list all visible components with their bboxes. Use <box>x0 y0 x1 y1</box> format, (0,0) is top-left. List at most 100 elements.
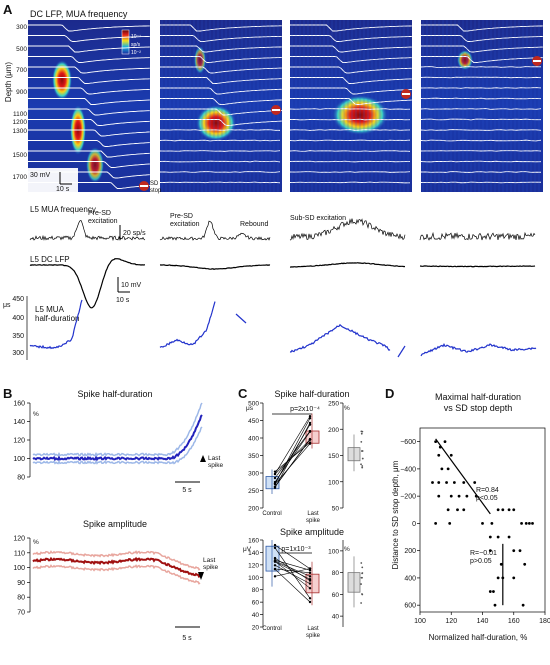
lfp-trace <box>420 108 542 110</box>
lfp-trace <box>420 76 542 79</box>
lfp-trace <box>28 24 150 32</box>
half-duration-band-lower <box>32 426 203 465</box>
stat-top: p<0.05 <box>476 495 498 502</box>
lfp-trace <box>28 45 150 53</box>
tick-label: 70 <box>17 610 25 617</box>
half-duration-tick: 300 <box>12 350 24 357</box>
lfp-trace <box>160 108 282 116</box>
panel-b-title-bottom: Spike amplitude <box>83 519 147 529</box>
lfp-trace <box>289 118 411 121</box>
pair-line-bottom <box>274 544 311 570</box>
lfp-trace <box>160 119 282 126</box>
lfp-trace <box>290 56 412 63</box>
pair-line-bottom <box>274 568 311 603</box>
pct-unit-label: % <box>344 546 350 553</box>
depth-tick: 500 <box>16 46 27 53</box>
lfp-trace <box>28 77 150 84</box>
tick-label: 160 <box>13 401 25 408</box>
x-tick-label: 120 <box>445 618 457 625</box>
scatter-point <box>452 481 456 484</box>
pair-point-top <box>308 423 312 426</box>
depth-tick: 1500 <box>13 152 28 159</box>
scalebar-voltage: 30 mV <box>30 172 51 179</box>
panel-label-b: B <box>3 386 12 401</box>
tick-label: 400 <box>248 436 259 443</box>
lfp-trace <box>28 129 150 137</box>
tick-label: 80 <box>252 587 260 594</box>
sd-stop-icon-3 <box>401 89 411 99</box>
l5-dc-lfp-label: L5 DC LFP <box>30 255 70 264</box>
scalebar-a: 30 mV 10 s <box>28 168 78 193</box>
scatter-point <box>443 440 447 444</box>
panel-d-xlabel: Normalized half-duration, % <box>429 633 528 642</box>
tick-label: 100 <box>248 575 259 582</box>
lfp-trace <box>289 139 411 142</box>
half-duration-band-mean <box>32 414 203 462</box>
pair-point-top <box>308 442 312 445</box>
panel-c-plots: 500 450 400 350 300 250 200 μs p=2x10⁻⁴ 250 200 150… <box>243 401 364 639</box>
scatter-point <box>488 535 492 539</box>
lfp-trace <box>28 108 150 116</box>
pct-point-bottom <box>361 566 364 569</box>
lfp-trace <box>290 35 412 42</box>
panel-d-scatter: 100 120 140 160 180 −600 −400 −200 0 200 400 600 R=0… <box>400 427 550 625</box>
scalebar-top-label: 5 s <box>182 487 192 494</box>
half-duration-tick: 450 <box>12 296 24 303</box>
panel-d-ylabel: Distance to SD stop depth, μm <box>391 460 400 569</box>
tick-label: 100 <box>328 548 339 555</box>
pair-line-bottom <box>274 561 311 589</box>
scatter-point <box>499 562 503 566</box>
sub-sd-excitation-label: Sub-SD excitation <box>290 215 346 222</box>
pvalue-top: p=2x10⁻⁴ <box>290 406 320 413</box>
depth-tick: 900 <box>16 89 27 96</box>
pair-point-bottom <box>308 586 312 590</box>
lfp-trace <box>28 98 150 105</box>
tick-label: 20 <box>252 625 260 632</box>
lfp-trace-4 <box>419 265 536 268</box>
scatter-point <box>456 508 459 512</box>
half-duration-trace-2b <box>235 313 247 324</box>
pct-point-top <box>361 450 364 452</box>
pair-line-top <box>274 439 311 488</box>
stat-top: R=0.84 <box>476 487 499 494</box>
lfp-trace <box>159 150 281 152</box>
pair-point-bottom <box>273 556 277 560</box>
lfp-trace <box>159 129 281 131</box>
pair-point-bottom <box>273 575 277 578</box>
heatmap-4 <box>421 20 543 192</box>
half-duration-tick: 400 <box>12 315 24 322</box>
panel-label-c: C <box>238 386 248 401</box>
tick-label: 200 <box>248 506 259 513</box>
lfp-trace <box>289 181 411 184</box>
tick-label: 40 <box>252 612 260 619</box>
tick-label: 200 <box>328 427 339 434</box>
pair-point-top <box>308 421 312 425</box>
tick-label: 90 <box>17 580 25 587</box>
scatter-point <box>523 562 527 566</box>
pct-point-top <box>361 465 364 467</box>
scatter-point <box>496 576 500 580</box>
scatter-point <box>448 522 452 525</box>
lfp-trace <box>160 56 282 63</box>
scatter-point <box>524 522 528 525</box>
lfp-trace-2 <box>159 264 271 270</box>
tick-label: 80 <box>332 570 340 577</box>
pair-point-top <box>308 415 312 418</box>
depth-tick: 700 <box>16 67 27 74</box>
scale-mv: 10 mV <box>121 282 142 289</box>
last-spike-label-bottom: Last <box>203 557 215 564</box>
scatter-point <box>440 467 444 471</box>
scatter-point <box>434 440 438 444</box>
scatter-point <box>488 549 492 553</box>
amplitude-band-mean <box>32 556 201 579</box>
pre-sd-excitation-label-1: Pre-SD excitation <box>88 210 118 225</box>
pair-point-top <box>273 470 277 473</box>
scatter-point <box>462 481 466 484</box>
pair-point-bottom <box>273 567 277 571</box>
pct-unit-label: % <box>344 405 350 412</box>
pct-point-top <box>361 466 364 469</box>
pair-point-bottom <box>308 575 312 578</box>
pair-point-bottom <box>308 579 312 582</box>
pair-point-bottom <box>273 546 277 550</box>
